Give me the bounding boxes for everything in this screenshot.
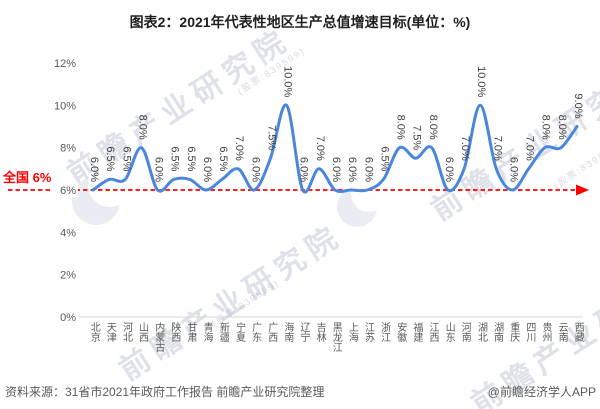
x-axis-label: 内蒙古 — [152, 322, 164, 352]
y-tick-label: 12% — [54, 58, 76, 70]
x-axis-label: 山西 — [136, 322, 148, 342]
x-axis-label: 湖南 — [491, 322, 503, 342]
x-axis-label: 贵州 — [539, 322, 551, 342]
x-axis-label: 吉林 — [314, 322, 326, 342]
x-axis-label: 重庆 — [507, 322, 519, 342]
data-label: 10.0% — [282, 66, 294, 97]
source-note: 资料来源：31省市2021年政府工作报告 前瞻产业研究院整理 — [5, 385, 325, 399]
x-axis-label: 云南 — [556, 322, 568, 342]
data-label: 7.5% — [266, 125, 278, 150]
data-label: 6.0% — [362, 157, 374, 182]
data-label: 6.5% — [120, 146, 132, 171]
gdp-target-series — [91, 103, 579, 194]
x-axis-label: 青海 — [201, 322, 213, 342]
data-label: 6.0% — [508, 157, 520, 182]
x-axis-label: 广东 — [249, 322, 261, 342]
data-label: 10.0% — [475, 66, 487, 97]
x-axis-label: 安徽 — [394, 322, 406, 342]
data-label: 8.0% — [540, 115, 552, 140]
x-axis-label: 宁夏 — [233, 322, 245, 342]
data-label: 6.0% — [153, 157, 165, 182]
data-label: 6.0% — [346, 157, 358, 182]
x-axis-label: 河北 — [120, 322, 132, 342]
data-label: 6.0% — [443, 157, 455, 182]
data-label: 7.0% — [459, 136, 471, 161]
x-axis-label: 福建 — [410, 322, 422, 342]
x-axis-label: 江西 — [427, 322, 439, 342]
data-label: 6.5% — [185, 146, 197, 171]
x-axis-label: 广西 — [265, 322, 277, 342]
data-label: 9.0% — [572, 93, 584, 118]
x-axis-label: 海南 — [281, 322, 293, 342]
x-axis-label: 江苏 — [362, 322, 374, 342]
data-label: 7.0% — [524, 136, 536, 161]
x-axis-label: 山东 — [443, 322, 455, 342]
x-axis-label: 湖北 — [475, 322, 487, 342]
x-axis-label: 陕西 — [168, 322, 180, 342]
y-tick-label: 6% — [60, 185, 76, 197]
x-axis-label: 天津 — [104, 322, 116, 342]
arrow-right-icon — [576, 184, 589, 196]
x-axis-label: 上海 — [346, 322, 358, 342]
data-label: 7.0% — [491, 136, 503, 161]
x-axis-label: 甘肃 — [185, 322, 197, 342]
data-label: 6.5% — [104, 146, 116, 171]
y-tick-label: 10% — [54, 100, 76, 112]
x-axis-label: 西藏 — [572, 322, 584, 342]
data-label: 6.0% — [330, 157, 342, 182]
data-label: 6.0% — [249, 157, 261, 182]
data-label: 8.0% — [427, 115, 439, 140]
data-label: 6.0% — [298, 157, 310, 182]
data-label: 6.0% — [201, 157, 213, 182]
data-label: 8.0% — [556, 115, 568, 140]
data-label: 7.0% — [314, 136, 326, 161]
chart-title: 图表2：2021年代表性地区生产总值增速目标(单位：%) — [129, 14, 471, 30]
national-target-label: 全国 6% — [3, 170, 52, 185]
data-label: 8.0% — [395, 115, 407, 140]
data-label: 6.5% — [217, 146, 229, 171]
y-tick-label: 0% — [60, 312, 76, 324]
x-axis-label: 浙江 — [378, 322, 390, 342]
data-label: 8.0% — [136, 115, 148, 140]
credit: @前瞻经济学人APP — [487, 385, 596, 399]
data-label: 7.5% — [411, 125, 423, 150]
data-label: 6.5% — [169, 146, 181, 171]
y-tick-label: 4% — [60, 227, 76, 239]
x-axis-label: 辽宁 — [297, 322, 309, 342]
y-tick-label: 8% — [60, 143, 76, 155]
x-axis-label: 黑龙江 — [330, 322, 342, 352]
x-axis-label: 北京 — [88, 322, 100, 342]
watermark-logo-icon — [72, 177, 120, 225]
data-label: 6.5% — [378, 146, 390, 171]
line-chart: 12% 10% 8% 6% 4% 2% 0% 6.0% 6.5% 6.5% 8.0% 6.0% 6.5%… — [8, 58, 589, 324]
x-axis-label: 新疆 — [217, 322, 229, 342]
data-label: 7.0% — [233, 136, 245, 161]
x-axis-label: 四川 — [523, 322, 535, 342]
y-tick-label: 2% — [60, 270, 76, 282]
footer: 资料来源：31省市2021年政府工作报告 前瞻产业研究院整理 @前瞻经济学人AP… — [5, 383, 596, 400]
tick-mask — [50, 182, 78, 197]
data-label: 6.0% — [88, 157, 100, 182]
x-axis-label: 河南 — [459, 322, 471, 342]
